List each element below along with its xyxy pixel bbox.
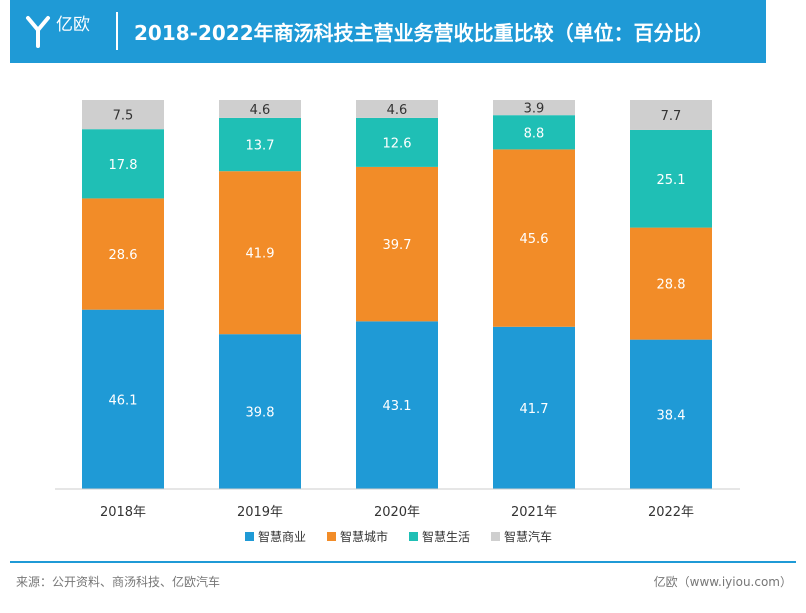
bar-segment [630, 227, 712, 340]
legend-label: 智慧汽车 [504, 529, 552, 544]
legend-item: 智慧生活 [409, 529, 470, 544]
data-label: 28.8 [657, 278, 686, 293]
data-label: 38.4 [657, 408, 686, 423]
data-label: 46.1 [109, 393, 138, 408]
x-tick-label: 2020年 [374, 505, 420, 520]
stacked-bar-chart: 46.1 28.6 17.8 7.5 2018年 39.8 41.9 13.7 4.6 2019年… [55, 100, 740, 544]
header-banner: 亿欧 2018-2022年商汤科技主营业务营收比重比较（单位：百分比） [10, 0, 766, 63]
bar-segment [356, 100, 438, 118]
x-tick-label: 2018年 [100, 505, 146, 520]
bar-segment [82, 309, 164, 489]
bar-segment [219, 100, 301, 118]
bar-segment [493, 326, 575, 489]
bar-segment [82, 100, 164, 130]
bar-segment [493, 100, 575, 116]
data-label: 17.8 [109, 158, 138, 173]
legend-swatch [327, 532, 336, 541]
source-note: 来源：公开资料、商汤科技、亿欧汽车 [16, 575, 221, 589]
legend-item: 智慧城市 [327, 529, 388, 544]
bar-segment [493, 115, 575, 150]
bar-segment [630, 129, 712, 228]
x-tick-label: 2021年 [511, 505, 557, 520]
data-label: 8.8 [524, 126, 545, 141]
footer-divider [10, 561, 796, 563]
data-label: 4.6 [387, 103, 408, 118]
legend-item: 智慧商业 [245, 529, 306, 544]
data-label: 3.9 [524, 102, 545, 117]
legend-item: 智慧汽车 [491, 529, 552, 544]
logo-text: 亿欧 [56, 15, 90, 35]
data-label: 25.1 [657, 173, 686, 188]
legend-swatch [245, 532, 254, 541]
bar-segment [493, 149, 575, 327]
bar-segment [219, 117, 301, 172]
bar-segment [356, 117, 438, 167]
bar-segment [356, 321, 438, 489]
legend-label: 智慧生活 [422, 529, 470, 544]
legend-label: 智慧商业 [258, 529, 306, 544]
legend-label: 智慧城市 [340, 529, 388, 544]
data-label: 39.7 [383, 238, 412, 253]
data-label: 12.6 [383, 136, 412, 151]
data-label: 39.8 [246, 406, 275, 421]
bar-segment [630, 339, 712, 489]
data-label: 28.6 [109, 248, 138, 263]
header-divider [116, 12, 118, 50]
bar-segment [219, 334, 301, 489]
data-label: 45.6 [520, 232, 549, 247]
bar-segment [219, 171, 301, 335]
data-label: 7.7 [661, 109, 682, 124]
data-label: 41.9 [246, 247, 275, 262]
data-label: 41.7 [520, 402, 549, 417]
x-tick-label: 2019年 [237, 505, 283, 520]
legend-swatch [491, 532, 500, 541]
data-label: 43.1 [383, 399, 412, 414]
data-label: 7.5 [113, 109, 134, 124]
bar-segment [82, 129, 164, 199]
site-credit: 亿欧（www.iyiou.com） [653, 575, 792, 589]
bar-segment [82, 198, 164, 310]
yiou-logo-icon [26, 16, 50, 48]
data-label: 13.7 [246, 139, 275, 154]
data-label: 4.6 [250, 103, 271, 118]
bar-segment [356, 166, 438, 322]
x-tick-label: 2022年 [648, 505, 694, 520]
legend-swatch [409, 532, 418, 541]
chart-title: 2018-2022年商汤科技主营业务营收比重比较（单位：百分比） [134, 21, 714, 45]
bar-segment [630, 100, 712, 130]
